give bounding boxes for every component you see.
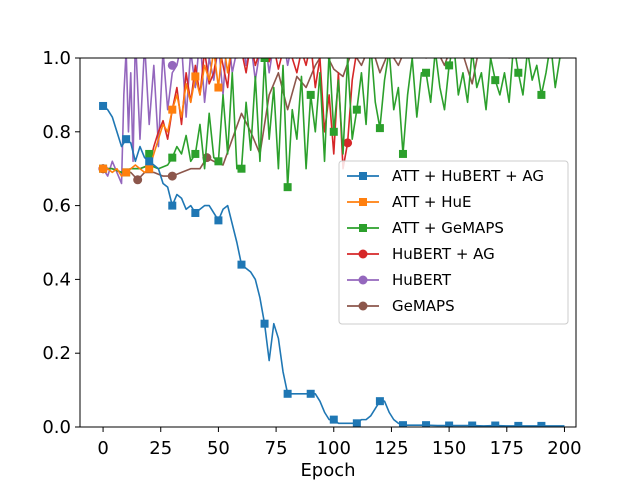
data-point: [375, 397, 384, 406]
legend-item-att-hue: ATT + HuE: [347, 193, 472, 211]
data-point: [260, 319, 269, 328]
data-point: [468, 421, 477, 427]
series-line: [102, 58, 298, 185]
x-axis: 0 25 50 75 100 125 150 175 200: [97, 427, 582, 459]
data-point: [329, 415, 338, 424]
data-point: [352, 105, 361, 114]
x-axis-label: Epoch: [300, 460, 355, 480]
legend-marker: [358, 249, 368, 259]
y-tick-label: 0.6: [42, 196, 71, 217]
data-point: [214, 157, 223, 166]
data-point: [145, 157, 154, 166]
legend-label: ATT + HuBERT + AG: [392, 167, 544, 185]
x-tick-label: 175: [490, 438, 524, 459]
data-point: [168, 153, 177, 162]
x-tick-label: 150: [432, 438, 466, 459]
data-point: [191, 208, 200, 217]
y-tick-label: 0.0: [42, 417, 71, 438]
data-point: [168, 105, 177, 114]
y-tick-label: 0.2: [42, 343, 71, 364]
series-line: [102, 105, 565, 427]
plot-frame: [79, 57, 577, 428]
legend-marker: [358, 275, 368, 285]
data-point: [343, 138, 353, 148]
data-point: [375, 124, 384, 133]
data-point: [214, 83, 223, 92]
data-point: [167, 60, 177, 70]
series-att-gemaps: [99, 47, 561, 192]
data-point: [191, 149, 200, 158]
data-point: [398, 149, 407, 158]
data-point: [237, 164, 246, 173]
data-point: [260, 58, 269, 62]
legend-marker: [359, 198, 367, 206]
data-point: [133, 175, 143, 185]
data-point: [514, 68, 523, 77]
data-point: [398, 421, 407, 427]
data-point: [468, 47, 476, 55]
data-point: [99, 164, 108, 173]
data-point: [306, 90, 315, 99]
data-point: [537, 90, 546, 99]
legend-item-att-hubert-ag: ATT + HuBERT + AG: [347, 167, 544, 185]
legend-item-hubert-ag: HuBERT + AG: [347, 245, 495, 263]
data-point: [445, 421, 454, 427]
x-tick-label: 75: [265, 438, 288, 459]
x-tick-label: 25: [149, 438, 172, 459]
x-tick-label: 125: [374, 438, 408, 459]
data-point: [145, 164, 154, 173]
legend-label: ATT + GeMAPS: [392, 219, 504, 237]
data-point: [329, 127, 338, 136]
data-point: [514, 421, 523, 427]
legend-item-gemaps: GeMAPS: [347, 297, 455, 315]
data-point: [422, 68, 431, 77]
legend-label: HuBERT: [392, 271, 452, 289]
legend-box: [338, 160, 569, 325]
legend-marker: [358, 301, 368, 311]
data-point: [168, 201, 177, 210]
data-point: [122, 168, 131, 177]
data-point: [145, 149, 154, 158]
legend-marker: [359, 172, 367, 180]
data-point: [283, 389, 292, 398]
data-point: [491, 421, 500, 427]
data-point: [445, 61, 454, 70]
data-point: [237, 260, 246, 269]
data-point: [122, 135, 131, 144]
series-att-hue: [99, 58, 231, 177]
series-line: [103, 58, 561, 188]
legend-label: HuBERT + AG: [392, 245, 495, 263]
y-tick-label: 1.0: [42, 48, 71, 69]
data-point: [191, 72, 200, 81]
data-point: [422, 421, 431, 427]
data-point: [352, 419, 361, 427]
data-point: [537, 421, 546, 427]
x-tick-label: 50: [207, 438, 230, 459]
legend-item-hubert: HuBERT: [347, 271, 452, 289]
data-point: [306, 389, 315, 398]
legend-item-att-gemaps: ATT + GeMAPS: [347, 219, 504, 237]
y-axis: 0.0 0.2 0.4 0.6 0.8 1.0: [42, 48, 80, 438]
data-point: [491, 76, 500, 85]
data-point: [214, 216, 223, 225]
series-att-hubert-ag: [99, 101, 565, 427]
x-tick-label: 200: [547, 438, 581, 459]
legend-label: GeMAPS: [392, 297, 455, 315]
legend: ATT + HuBERT + AG ATT + HuE ATT + GeMAPS Hu…: [338, 160, 569, 325]
series-layer: [98, 47, 565, 427]
legend-marker: [359, 224, 367, 232]
data-point: [99, 101, 108, 110]
y-tick-label: 0.4: [42, 269, 71, 290]
y-tick-label: 0.8: [42, 122, 71, 143]
x-tick-label: 0: [97, 438, 108, 459]
x-tick-label: 100: [317, 438, 351, 459]
data-point: [167, 171, 177, 181]
data-point: [283, 183, 292, 192]
legend-label: ATT + HuE: [392, 193, 472, 211]
